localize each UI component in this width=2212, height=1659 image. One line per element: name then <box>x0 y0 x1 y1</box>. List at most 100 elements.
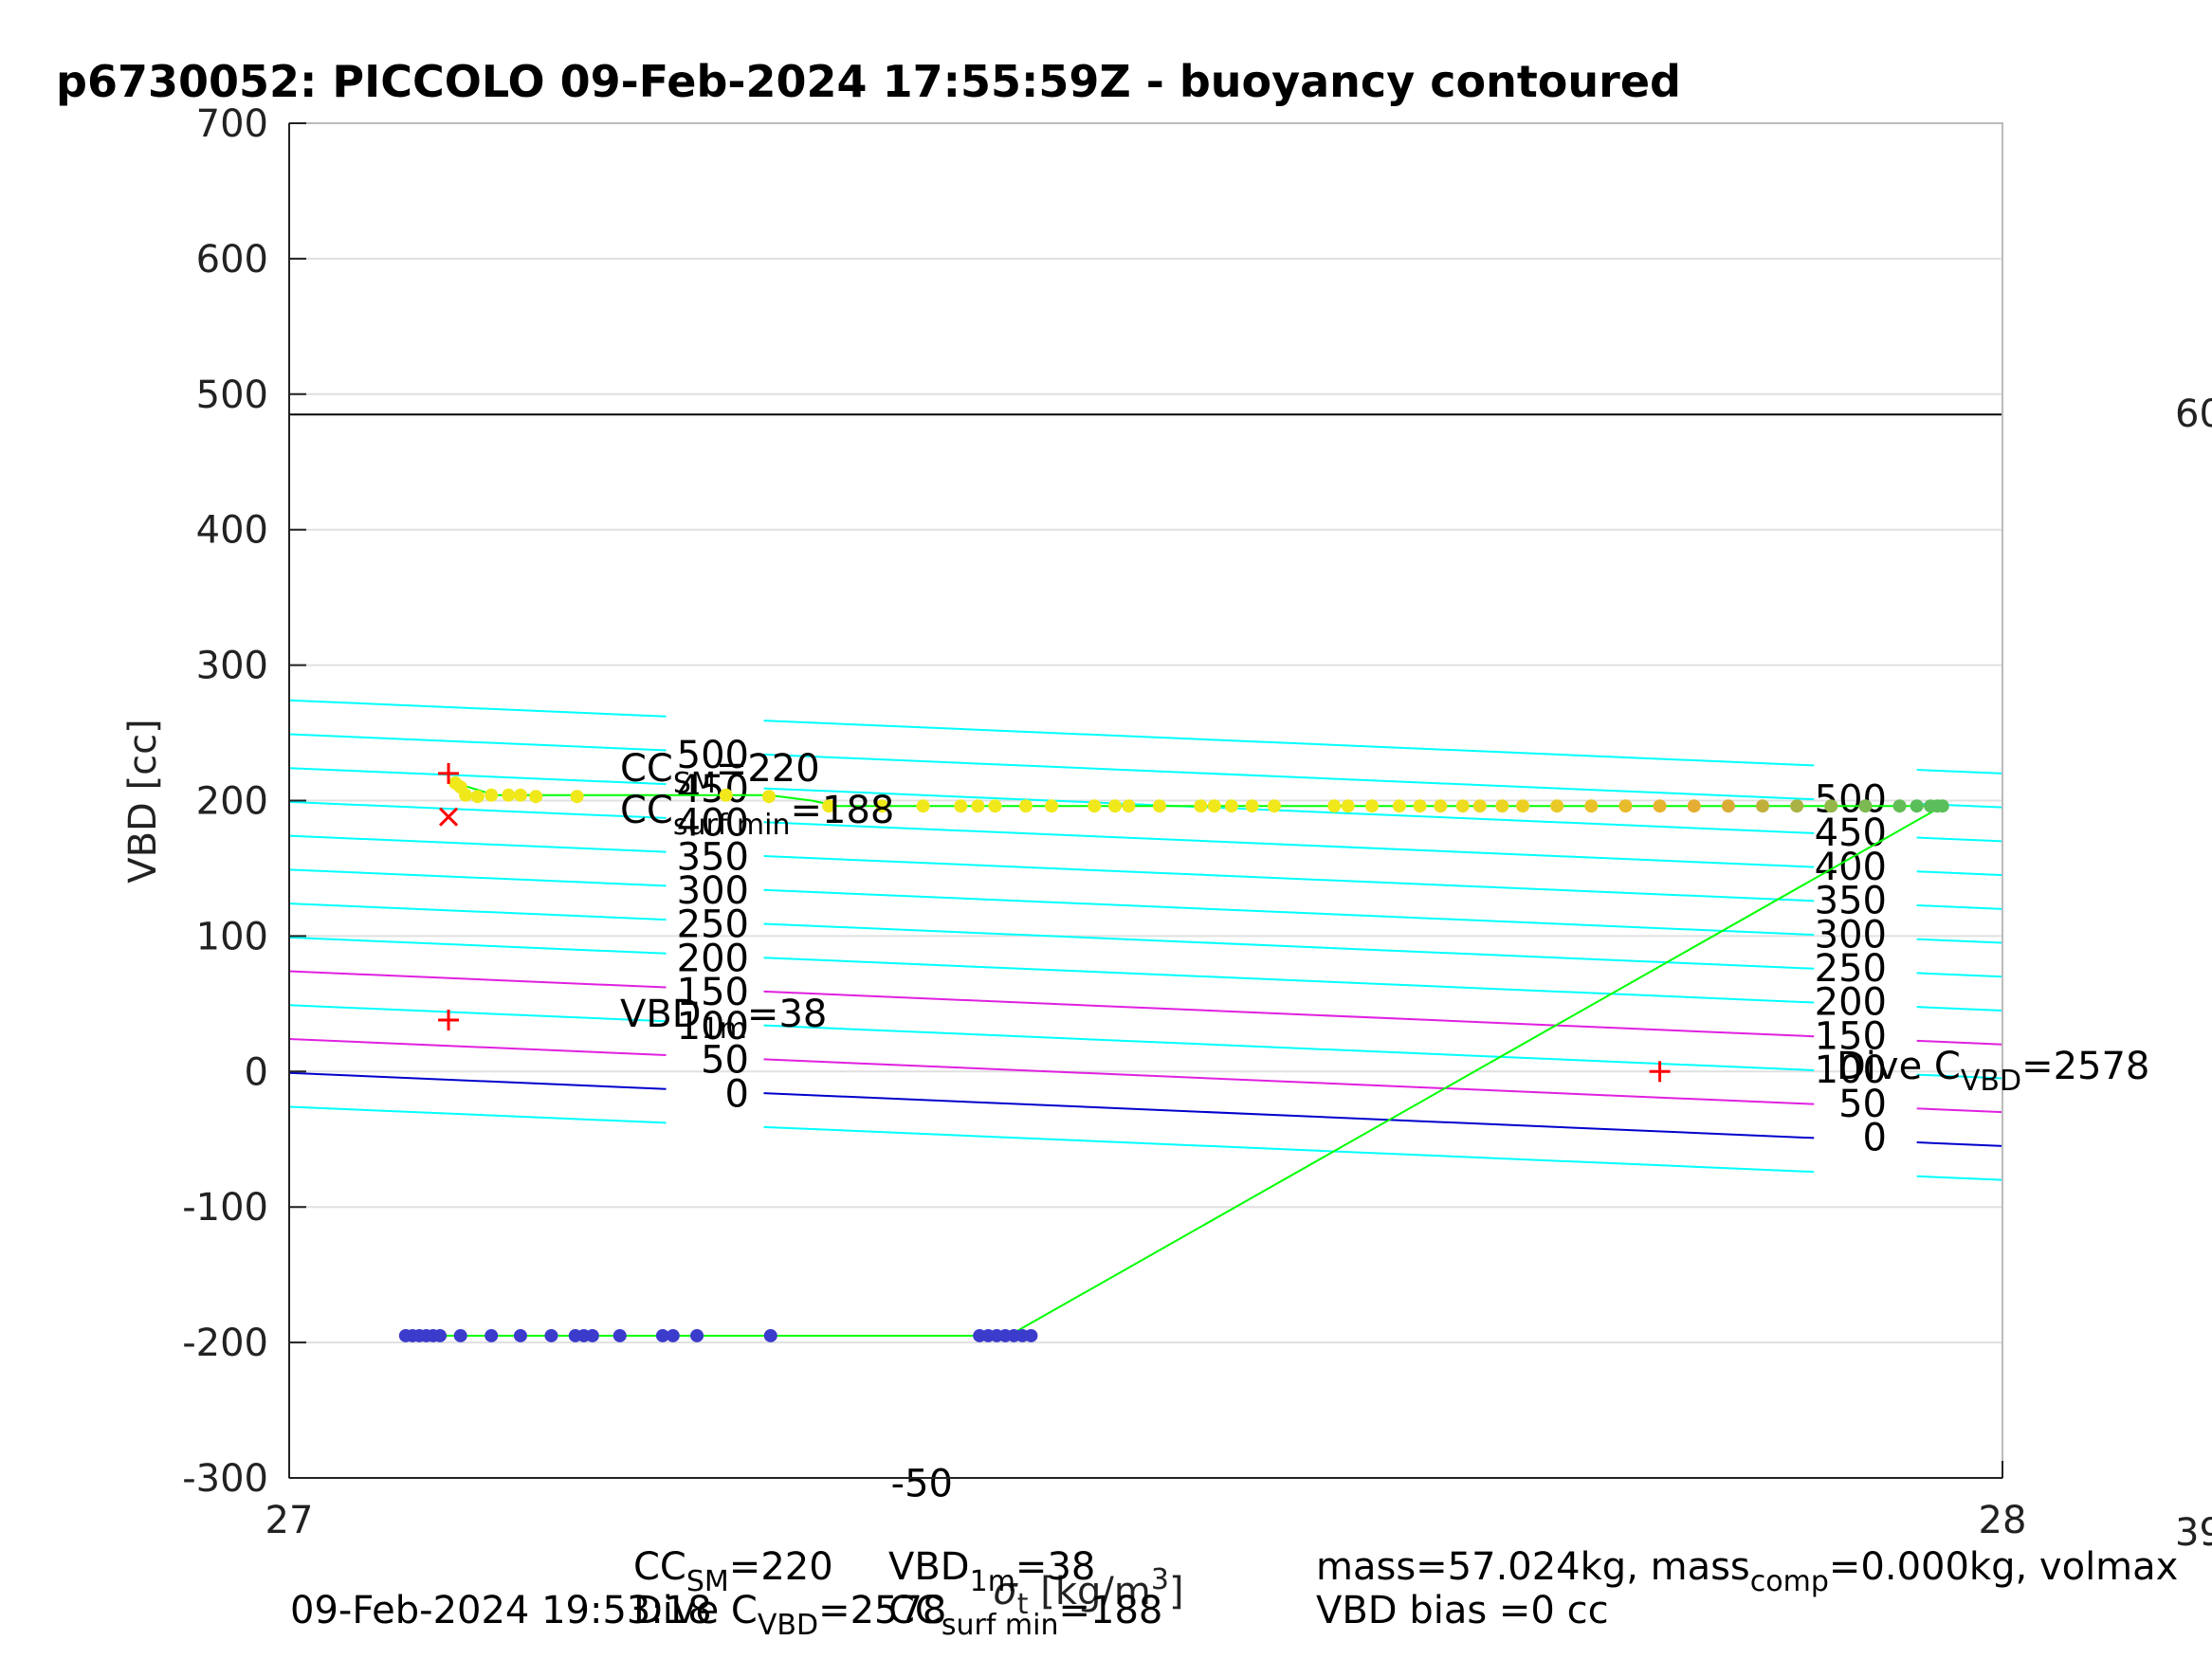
contour-label-left: 150 <box>677 971 749 1014</box>
right-edge-label-top: 60 <box>2175 392 2212 436</box>
contour-label-left: 500 <box>677 734 749 777</box>
climb-point <box>954 799 968 813</box>
dive-point <box>763 1328 777 1342</box>
dive-point <box>433 1328 448 1342</box>
grid-lines <box>289 122 2002 1479</box>
contour-line <box>1916 938 2002 944</box>
contour-line <box>763 1092 1815 1139</box>
contour-line <box>763 1125 1815 1174</box>
climb-point <box>1224 799 1238 813</box>
contour-label-right: 100 <box>1815 1048 1887 1092</box>
y-tick-label: 0 <box>245 1050 268 1094</box>
climb-point <box>1472 799 1487 813</box>
contour-label-right: 150 <box>1815 1014 1887 1058</box>
climb-point <box>1207 799 1221 813</box>
cross-marker <box>438 807 459 827</box>
contour-label-left: 250 <box>677 903 749 947</box>
climb-point <box>1824 799 1838 813</box>
footer-dive-c-vbd: Dive CVBD=2578 <box>633 1589 946 1642</box>
contour-line <box>763 1058 1815 1105</box>
climb-point <box>1618 799 1633 813</box>
dive-point <box>1024 1328 1038 1342</box>
climb-point <box>1045 799 1059 813</box>
climb-point <box>1910 799 1924 813</box>
dive-point <box>585 1328 599 1342</box>
contour-label-left: 100 <box>677 1005 749 1048</box>
reference-markers <box>438 762 1671 1083</box>
climb-point <box>1107 799 1122 813</box>
contour-label-left: 350 <box>677 835 749 879</box>
buoyancy-contours: 500450400350300250200150100500-505004504… <box>289 699 2002 1506</box>
contour-label-left: 0 <box>725 1072 749 1116</box>
glider-trace <box>402 781 1947 1337</box>
contour-line <box>1916 836 2002 843</box>
climb-point <box>513 788 527 802</box>
y-tick-label: 100 <box>196 915 268 958</box>
contour-line <box>763 957 1815 1004</box>
dive-point <box>513 1328 527 1342</box>
contour-line <box>763 855 1815 902</box>
y-tick-label: 500 <box>196 374 268 417</box>
climb-point <box>988 799 1002 813</box>
contour-line <box>289 1004 667 1023</box>
climb-point <box>1790 799 1804 813</box>
footer-mass: mass=57.024kg, masscomp=0.000kg, volmax <box>1316 1545 2178 1598</box>
contour-line <box>289 1071 667 1090</box>
climb-point <box>1495 799 1509 813</box>
dive-point <box>453 1328 467 1342</box>
contour-line <box>763 787 1815 834</box>
contour-line <box>289 733 667 752</box>
contour-line <box>1916 1175 2002 1181</box>
vbd-1m-annotation: VBD1m=38 <box>620 993 827 1046</box>
climb-point <box>484 788 499 802</box>
contour-lines <box>289 699 2002 1181</box>
climb-point <box>1194 799 1208 813</box>
cc-surf-min-annotation: CCsurf min=188 <box>620 789 894 842</box>
dive-point <box>655 1328 669 1342</box>
climb-point <box>1687 799 1701 813</box>
contour-line <box>289 834 667 853</box>
right-edge-label-bottom: 39 <box>2175 1511 2212 1555</box>
contour-label-left: 400 <box>677 802 749 846</box>
contour-label-right: 400 <box>1815 846 1887 889</box>
plus-marker <box>1649 1061 1671 1083</box>
cc-sm-annotation: CCSM=220 <box>620 747 820 800</box>
y-tick-label: -300 <box>182 1457 268 1501</box>
footer-vbd-bias: VBD bias =0 cc <box>1316 1589 1609 1632</box>
footer-timestamp: 09-Feb-2024 19:53:18 <box>290 1589 712 1632</box>
climb-point <box>875 799 889 813</box>
contour-line <box>289 1105 667 1124</box>
climb-point <box>719 788 733 802</box>
plus-marker <box>438 1009 460 1030</box>
contour-line <box>1916 1039 2002 1046</box>
x-tick-label: 28 <box>1979 1499 2027 1542</box>
contour-line <box>1916 972 2002 978</box>
contour-label-right: 0 <box>1863 1117 1887 1160</box>
climb-point <box>1365 799 1380 813</box>
climb-point <box>761 790 776 804</box>
climb-point <box>1455 799 1470 813</box>
climb-point <box>1088 799 1102 813</box>
contour-line <box>1916 870 2002 877</box>
dive-point <box>612 1328 627 1342</box>
contour-line <box>763 1024 1815 1071</box>
data-points <box>398 775 1949 1342</box>
climb-point <box>1413 799 1427 813</box>
climb-point <box>1122 799 1136 813</box>
climb-point <box>1341 799 1355 813</box>
climb-point <box>1858 799 1873 813</box>
climb-point <box>459 788 473 802</box>
climb-point <box>971 799 985 813</box>
dive-point <box>484 1328 499 1342</box>
climb-point <box>1392 799 1406 813</box>
contour-label-left: 50 <box>701 1039 749 1083</box>
climb-point <box>1550 799 1564 813</box>
climb-point <box>1327 799 1342 813</box>
climb-point <box>1434 799 1448 813</box>
contour-line <box>763 821 1815 868</box>
footer-vbd-1m: VBD1m=38 <box>888 1545 1095 1598</box>
contour-line <box>1916 1006 2002 1012</box>
trace-line <box>402 781 1947 1337</box>
